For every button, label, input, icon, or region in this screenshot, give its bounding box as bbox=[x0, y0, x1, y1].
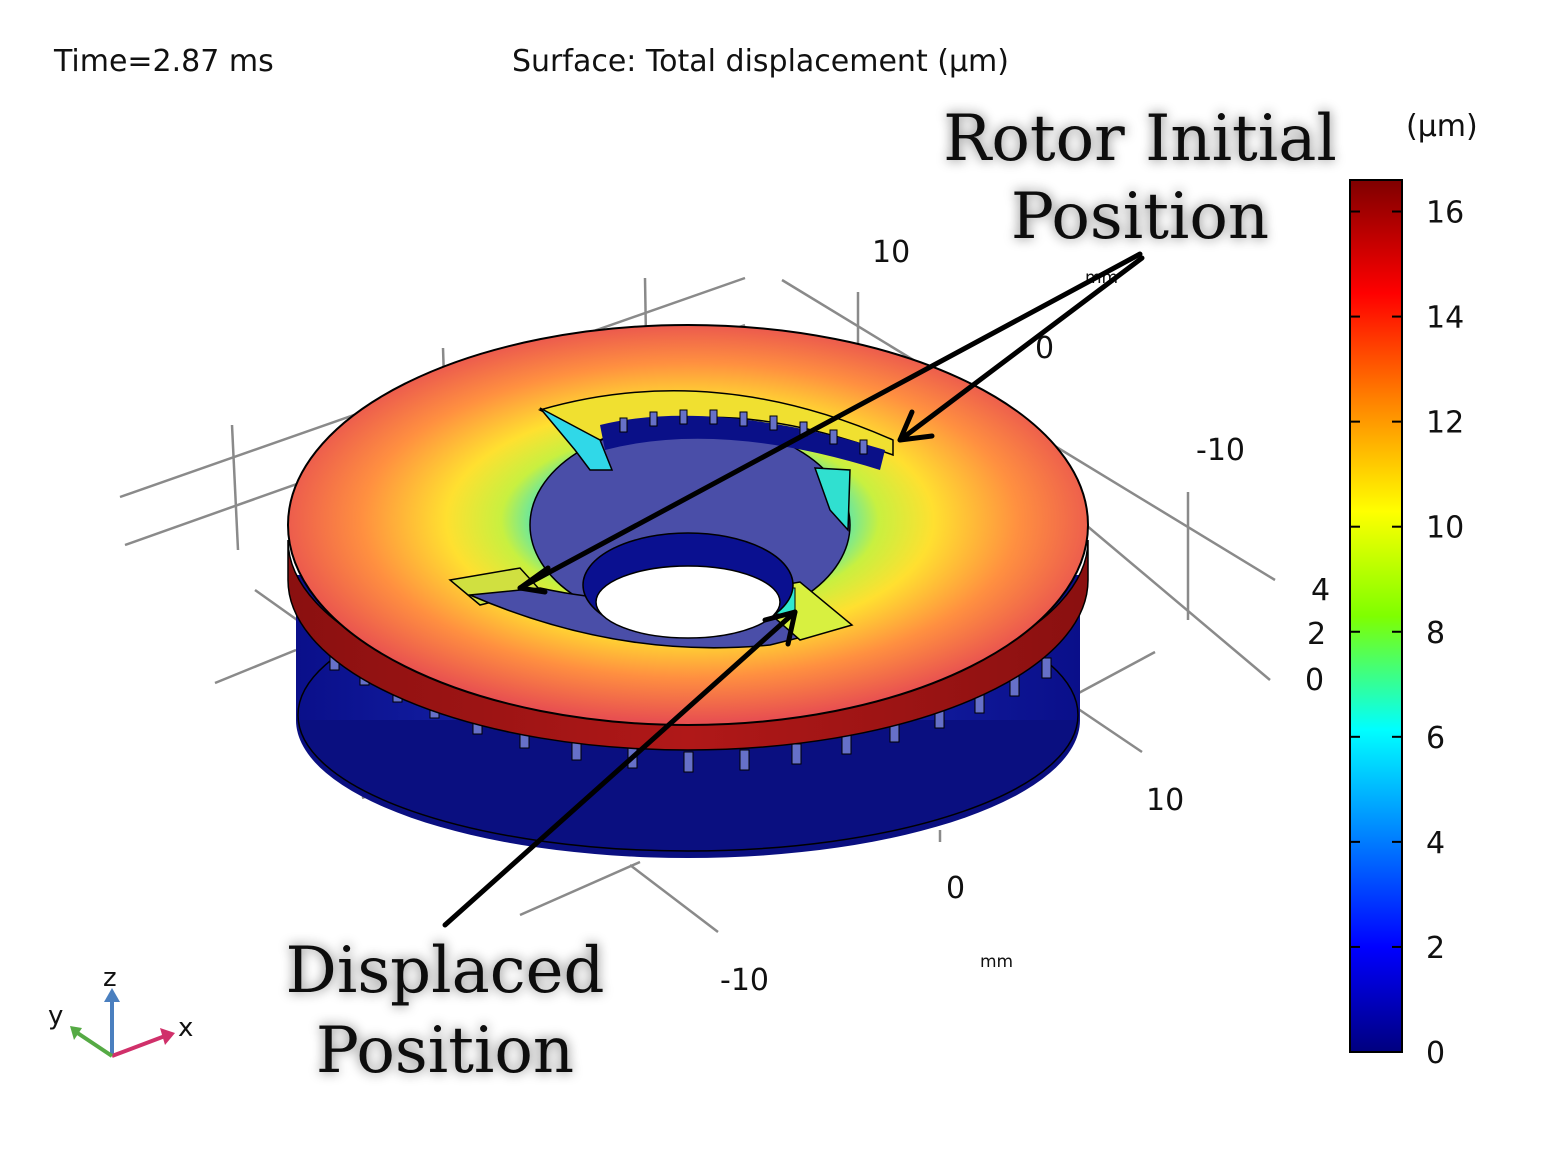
triad-x-label: x bbox=[178, 1013, 193, 1043]
x-tick-10: 10 bbox=[1146, 783, 1184, 818]
colorbar-tick-label: 0 bbox=[1426, 1036, 1445, 1071]
colorbar-gradient bbox=[1349, 179, 1403, 1053]
surface-plot-title: Surface: Total displacement (μm) bbox=[512, 44, 1009, 79]
rotor-model[interactable] bbox=[287, 324, 1089, 858]
callout-labels: Rotor Initial Position Displaced Positio… bbox=[286, 102, 1337, 1088]
arrow-to-displaced-right bbox=[442, 609, 798, 928]
colorbar-tick-label: 6 bbox=[1426, 721, 1445, 756]
x-axis-unit: mm bbox=[980, 952, 1013, 972]
displaced-label-line2: Position bbox=[316, 1014, 574, 1088]
x-tick-0: 0 bbox=[946, 871, 965, 906]
time-label: Time=2.87 ms bbox=[54, 44, 274, 79]
arrow-to-displaced-left bbox=[517, 251, 1143, 591]
colorbar-tick-label: 12 bbox=[1426, 406, 1464, 441]
callout-arrows bbox=[442, 251, 1145, 928]
triad-x-axis bbox=[111, 1034, 166, 1058]
z-tick-0: 0 bbox=[1305, 663, 1324, 698]
y-tick-0: 0 bbox=[1035, 331, 1054, 366]
colorbar-tick-label: 4 bbox=[1426, 826, 1445, 861]
arrow-to-initial-right bbox=[897, 255, 1145, 443]
z-tick-4: 4 bbox=[1311, 573, 1330, 608]
axis-tick-labels: 10 0 -10 mm 10 0 -10 mm 4 2 0 bbox=[720, 235, 1330, 998]
colorbar-unit: (μm) bbox=[1406, 109, 1478, 144]
triad-y-label: y bbox=[48, 1001, 63, 1031]
y-tick-10: 10 bbox=[872, 235, 910, 270]
colorbar: (μm) 16 14 12 10 8 6 4 2 0 bbox=[1349, 109, 1478, 1071]
x-tick-neg10: -10 bbox=[720, 963, 769, 998]
triad-y-axis bbox=[74, 1030, 114, 1058]
triad-z-label: z bbox=[103, 963, 117, 993]
rotor-initial-label-line1: Rotor Initial bbox=[943, 102, 1337, 176]
z-tick-2: 2 bbox=[1307, 617, 1326, 652]
orientation-triad: z y x bbox=[48, 963, 193, 1058]
colorbar-tick-label: 8 bbox=[1426, 616, 1445, 651]
rotor-initial-label-line2: Position bbox=[1011, 180, 1269, 254]
colorbar-tick-label: 10 bbox=[1426, 511, 1464, 546]
displaced-label-line1: Displaced bbox=[286, 934, 605, 1008]
y-tick-neg10: -10 bbox=[1196, 433, 1245, 468]
colorbar-tick-label: 2 bbox=[1426, 931, 1445, 966]
colorbar-tick-label: 14 bbox=[1426, 301, 1464, 336]
colorbar-tick-label: 16 bbox=[1426, 196, 1464, 231]
